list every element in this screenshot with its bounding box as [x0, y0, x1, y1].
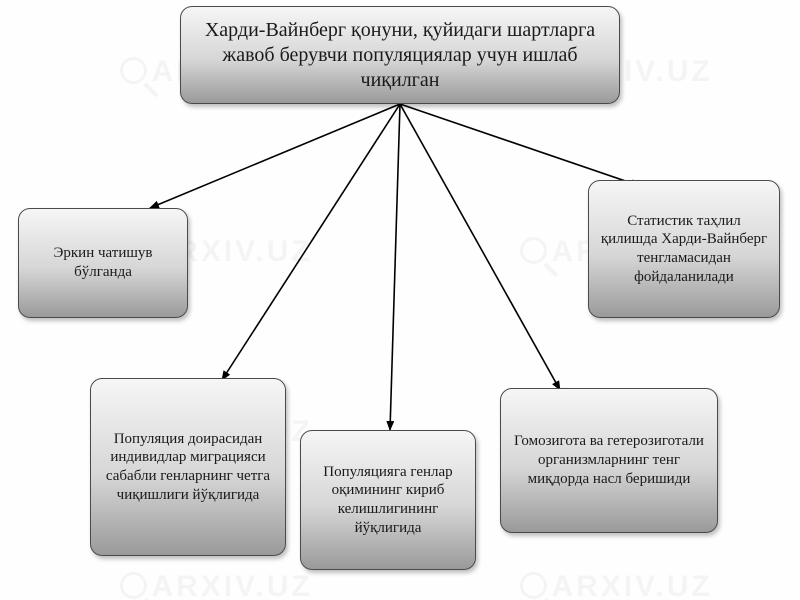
watermark-text: ARXIV.UZ [152, 570, 313, 600]
child-node: Популяция доирасидан индивидлар миграция… [90, 378, 286, 556]
watermark: ARXIV.UZ [520, 570, 713, 600]
root-node-text: Харди-Вайнберг қонуни, қуйидаги шартларг… [191, 18, 609, 93]
arrow [222, 104, 400, 380]
search-icon [520, 237, 547, 264]
child-node-text: Популяция доирасидан индивидлар миграция… [101, 430, 275, 505]
search-icon [520, 572, 547, 599]
child-node-text: Гомозигота ва гетерозиготали организмлар… [511, 432, 707, 488]
child-node-text: Популяцияга генлар оқимининг кириб келиш… [311, 463, 465, 538]
arrow [400, 104, 560, 390]
search-icon [120, 57, 147, 84]
child-node: Статистик таҳлил қилишда Харди-Вайнберг … [588, 180, 780, 318]
child-node: Гомозигота ва гетерозиготали организмлар… [500, 388, 718, 533]
diagram-canvas: ARXIV.UZARXIV.UZARXIV.UZARXIV.UZARXIV.UZ… [0, 0, 800, 600]
arrow [390, 104, 400, 430]
child-node: Эркин чатишув бўлганда [18, 208, 188, 318]
search-icon [120, 572, 147, 599]
watermark-text: ARXIV.UZ [552, 570, 713, 600]
child-node-text: Статистик таҳлил қилишда Харди-Вайнберг … [599, 212, 769, 287]
arrow [150, 104, 400, 208]
watermark: ARXIV.UZ [120, 570, 313, 600]
root-node: Харди-Вайнберг қонуни, қуйидаги шартларг… [180, 6, 620, 104]
child-node-text: Эркин чатишув бўлганда [29, 244, 177, 282]
arrow [400, 104, 640, 186]
child-node: Популяцияга генлар оқимининг кириб келиш… [300, 430, 476, 570]
